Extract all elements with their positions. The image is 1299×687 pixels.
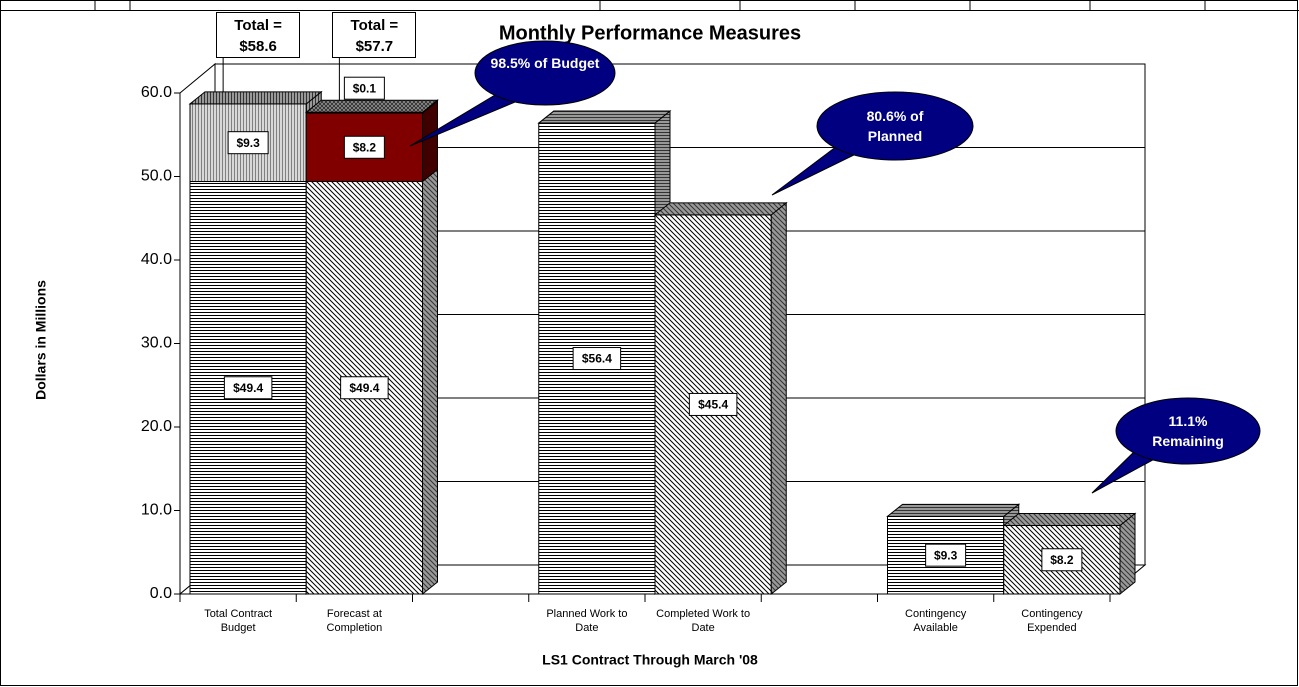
callout-bubble (474, 40, 616, 106)
value-label-box (925, 543, 967, 567)
value-label-box (227, 131, 269, 155)
x-tick-label: Total Contract Budget (204, 608, 273, 634)
bar-side (1119, 512, 1136, 596)
total-label: Total = $58.6 (216, 12, 301, 58)
value-label-box (223, 376, 273, 400)
y-tick-label: 10.0 (141, 502, 172, 519)
bar-top (537, 110, 672, 124)
value-label-box (343, 135, 385, 159)
value-label: $56.4 (582, 352, 612, 366)
value-label: $9.3 (236, 136, 260, 150)
x-tick-label: Forecast at Completion (326, 608, 383, 634)
y-tick-label: 60.0 (141, 84, 172, 101)
x-tick-label: Contingency Available (905, 608, 967, 634)
value-label: $45.4 (698, 398, 728, 412)
value-label-box (688, 392, 738, 416)
x-axis-label: LS1 Contract Through March '08 (542, 652, 758, 668)
value-label: $49.4 (349, 381, 379, 395)
bar-side (422, 99, 438, 183)
bar-top (1002, 513, 1137, 527)
value-label: $9.3 (934, 548, 958, 562)
value-label: $0.1 (353, 81, 377, 95)
y-axis-label: Dollars in Millions (33, 280, 49, 400)
value-label: $8.2 (1050, 553, 1074, 567)
bar-top (886, 503, 1021, 517)
x-tick-label: Completed Work to Date (656, 608, 751, 634)
callout-bubble (816, 91, 974, 161)
value-label-box (1041, 548, 1083, 572)
value-label: $49.4 (233, 381, 263, 395)
bar-side (770, 201, 787, 596)
bar-top (304, 99, 439, 113)
value-label-box (572, 347, 622, 371)
callout-text: 98.5% of Budget (490, 55, 600, 71)
value-label: $8.2 (353, 140, 377, 154)
callout-text: 80.6% of Planned (866, 108, 924, 144)
callout-bubble (1115, 397, 1261, 465)
x-tick-label: Contingency Expended (1021, 608, 1083, 634)
chart-title: Monthly Performance Measures (499, 22, 801, 44)
y-tick-label: 20.0 (141, 418, 172, 435)
y-tick-label: 40.0 (141, 251, 172, 268)
y-tick-label: 0.0 (150, 585, 172, 602)
header-cells (94, 0, 1206, 10)
y-tick-label: 30.0 (141, 335, 172, 352)
bar-top (653, 202, 788, 216)
callout-text: 11.1% Remaining (1152, 413, 1224, 449)
y-tick-label: 50.0 (141, 168, 172, 185)
x-tick-label: Planned Work to Date (546, 608, 628, 634)
value-label-box (343, 76, 385, 100)
value-label-box (340, 376, 389, 400)
bar-top (188, 91, 323, 105)
bar-side (422, 168, 438, 596)
total-label: Total = $57.7 (332, 12, 417, 58)
